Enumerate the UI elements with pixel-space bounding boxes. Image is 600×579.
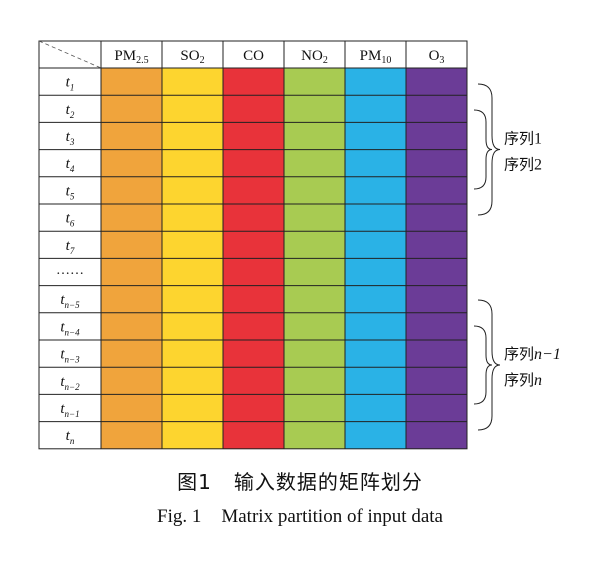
row-label-6: t7 [66, 238, 75, 256]
sequence-label-prefix: 序列 [504, 371, 534, 389]
caption-english: Fig. 1 Matrix partition of input data [0, 506, 600, 528]
row-label-subscript: 4 [70, 164, 75, 174]
caption-chinese: 图1 输入数据的矩阵划分 [0, 466, 600, 495]
row-label-1: t2 [66, 102, 75, 120]
column-header-0: PM2.5 [114, 48, 148, 66]
row-label-subscript: 1 [70, 83, 75, 93]
column-header-4: PM10 [360, 48, 392, 66]
caption-en-title: Matrix partition of input data [221, 506, 443, 527]
column-header-subscript: 3 [439, 55, 444, 66]
row-label-12: tn−1 [60, 401, 79, 419]
brace-inner [473, 325, 493, 405]
row-label-subscript: n−3 [65, 355, 81, 365]
row-label-subscript: n−5 [65, 300, 81, 310]
sequence-label: 序列2 [504, 156, 542, 174]
brace-outer [477, 299, 501, 431]
row-label-5: t6 [66, 211, 75, 229]
table-grid [38, 40, 468, 450]
row-label-10: tn−3 [60, 347, 80, 365]
column-header-2: CO [243, 48, 264, 64]
sequence-label-suffix: n [534, 372, 542, 389]
brace-inner [473, 109, 493, 190]
sequence-label: 序列n−1 [504, 345, 561, 363]
column-header-subscript: 2 [323, 55, 328, 66]
row-label-subscript: 7 [70, 246, 75, 256]
sequence-label: 序列n [504, 371, 542, 389]
sequence-label-prefix: 序列 [504, 156, 534, 174]
column-header-3: NO2 [301, 48, 328, 66]
sequence-label-prefix: 序列 [504, 345, 534, 363]
row-label-subscript: 3 [69, 137, 75, 147]
row-label-7: …… [56, 263, 84, 278]
column-header-1: SO2 [180, 48, 204, 66]
caption-cn-number: 图1 [177, 470, 212, 494]
row-label-subscript: n−4 [65, 327, 81, 337]
brace-outer [477, 83, 501, 216]
row-label-8: tn−5 [60, 292, 80, 310]
caption-en-number: Fig. 1 [157, 506, 202, 527]
sequence-label-prefix: 序列 [504, 130, 534, 148]
sequence-label: 序列1 [504, 130, 542, 148]
row-label-13: tn [66, 428, 75, 446]
column-header-subscript: 10 [381, 55, 391, 66]
row-label-subscript: 2 [70, 110, 75, 120]
caption-cn-title: 输入数据的矩阵划分 [233, 470, 423, 494]
corner-diagonal [38, 40, 102, 69]
row-label-subscript: n−1 [65, 409, 80, 419]
column-header-5: O3 [429, 48, 445, 66]
row-label-9: tn−4 [60, 319, 80, 337]
row-label-11: tn−2 [60, 374, 80, 392]
row-label-subscript: n−2 [65, 382, 81, 392]
row-label-4: t5 [66, 183, 75, 201]
row-label-0: t1 [66, 75, 75, 93]
row-label-subscript: n [70, 436, 75, 446]
row-label-subscript: 6 [70, 219, 75, 229]
column-header-subscript: 2 [200, 55, 205, 66]
column-header-subscript: 2.5 [136, 55, 149, 66]
row-label-subscript: 5 [70, 191, 75, 201]
sequence-label-suffix: 2 [534, 157, 542, 174]
row-label-3: t4 [66, 156, 75, 174]
row-label-2: t3 [66, 129, 75, 147]
sequence-label-suffix: n−1 [534, 346, 561, 363]
sequence-label-suffix: 1 [534, 131, 542, 148]
